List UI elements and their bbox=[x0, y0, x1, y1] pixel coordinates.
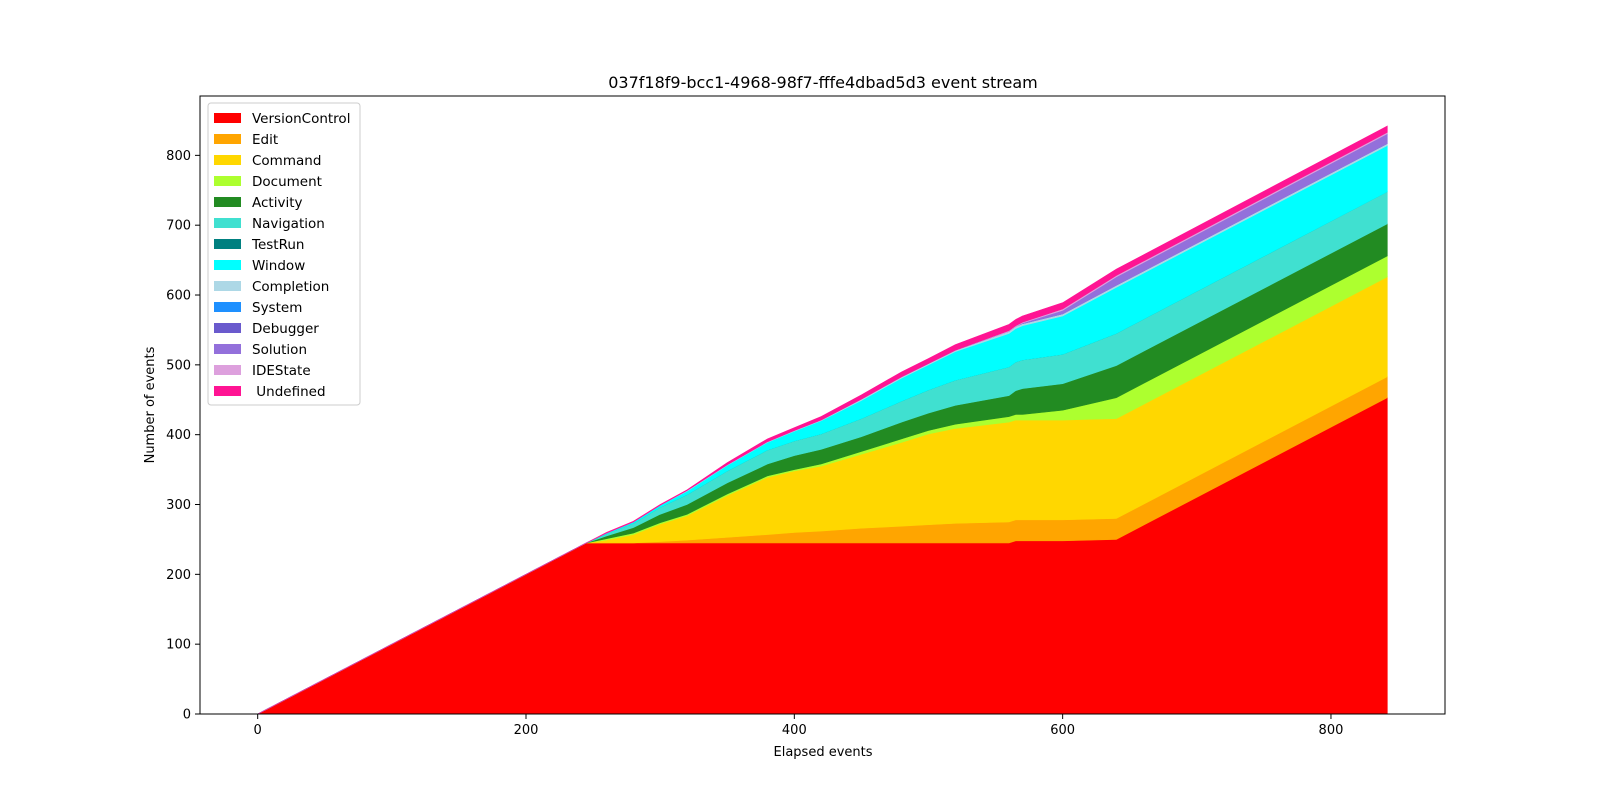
legend-swatch-undefined bbox=[214, 386, 241, 396]
y-tick-label: 300 bbox=[166, 498, 191, 513]
y-axis: 0 100 200 300 400 500 600 700 800 bbox=[166, 149, 200, 723]
legend-label-undefined: Undefined bbox=[252, 384, 326, 400]
legend-label-completion: Completion bbox=[252, 279, 329, 295]
legend-swatch-completion bbox=[214, 281, 241, 291]
legend-swatch-debugger bbox=[214, 323, 241, 333]
legend-swatch-solution bbox=[214, 344, 241, 354]
y-tick-label: 700 bbox=[166, 219, 191, 234]
y-tick-label: 0 bbox=[183, 708, 191, 723]
y-tick-label: 800 bbox=[166, 149, 191, 164]
plot-frame bbox=[199, 95, 1446, 715]
legend-swatch-testrun bbox=[214, 239, 241, 249]
chart-title: 037f18f9-bcc1-4968-98f7-fffe4dbad5d3 eve… bbox=[608, 73, 1038, 92]
legend-box bbox=[207, 102, 361, 406]
legend-swatch-activity bbox=[214, 197, 241, 207]
legend-label-window: Window bbox=[252, 258, 305, 274]
legend-label-edit: Edit bbox=[252, 132, 278, 148]
x-axis: 0 200 400 600 800 bbox=[254, 714, 1344, 738]
x-tick-label: 800 bbox=[1319, 723, 1344, 738]
legend-label-system: System bbox=[252, 300, 302, 316]
y-tick-label: 200 bbox=[166, 568, 191, 583]
x-tick-label: 400 bbox=[782, 723, 807, 738]
stacked-areas bbox=[257, 125, 1388, 715]
legend-label-idestate: IDEState bbox=[252, 363, 311, 379]
legend-label-command: Command bbox=[252, 153, 321, 169]
legend-swatch-system bbox=[214, 302, 241, 312]
legend-swatch-navigation bbox=[214, 218, 241, 228]
x-tick-label: 0 bbox=[254, 723, 262, 738]
legend-label-debugger: Debugger bbox=[252, 321, 319, 337]
legend-label-document: Document bbox=[252, 174, 322, 190]
legend-swatch-document bbox=[214, 176, 241, 186]
legend-label-versioncontrol: VersionControl bbox=[252, 111, 350, 127]
legend-label-solution: Solution bbox=[252, 342, 307, 358]
legend-swatch-edit bbox=[214, 134, 241, 144]
y-tick-label: 500 bbox=[166, 358, 191, 373]
x-tick-label: 200 bbox=[514, 723, 539, 738]
legend: VersionControl Edit Command Document Activit… bbox=[207, 102, 361, 406]
x-axis-label: Elapsed events bbox=[774, 745, 873, 760]
legend-swatch-idestate bbox=[214, 365, 241, 375]
area-undefined bbox=[257, 125, 1388, 715]
legend-swatch-window bbox=[214, 260, 241, 270]
x-tick-label: 600 bbox=[1050, 723, 1075, 738]
legend-label-testrun: TestRun bbox=[251, 237, 304, 253]
y-tick-label: 100 bbox=[166, 638, 191, 653]
legend-label-activity: Activity bbox=[252, 195, 303, 211]
legend-label-navigation: Navigation bbox=[252, 216, 325, 232]
y-tick-label: 600 bbox=[166, 289, 191, 304]
y-axis-label: Number of events bbox=[143, 346, 158, 463]
legend-swatch-versioncontrol bbox=[214, 113, 241, 123]
y-tick-label: 400 bbox=[166, 428, 191, 443]
legend-swatch-command bbox=[214, 155, 241, 165]
